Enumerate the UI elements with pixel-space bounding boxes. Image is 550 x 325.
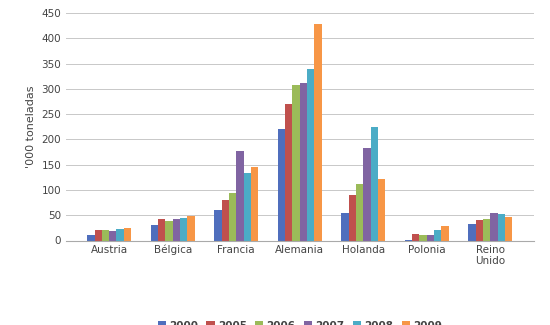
Bar [251, 167, 258, 240]
Bar [285, 104, 293, 240]
Bar [293, 85, 300, 240]
Bar [307, 69, 315, 240]
Bar [315, 24, 322, 240]
Bar [342, 213, 349, 240]
Bar [109, 231, 117, 240]
Bar [151, 225, 158, 240]
Bar [371, 127, 378, 240]
Bar [222, 200, 229, 240]
Bar [87, 235, 95, 240]
Legend: 2000, 2005, 2006, 2007, 2008, 2009: 2000, 2005, 2006, 2007, 2008, 2009 [156, 318, 444, 325]
Bar [124, 228, 131, 240]
Bar [173, 219, 180, 240]
Bar [278, 129, 285, 240]
Bar [378, 179, 385, 240]
Bar [188, 216, 195, 240]
Bar [469, 224, 476, 240]
Bar [476, 220, 483, 240]
Bar [498, 214, 505, 240]
Bar [102, 230, 109, 240]
Bar [412, 234, 420, 240]
Bar [420, 235, 427, 240]
Bar [434, 230, 442, 240]
Bar [117, 229, 124, 240]
Bar [236, 151, 244, 240]
Bar [442, 226, 449, 240]
Bar [505, 217, 512, 240]
Bar [229, 193, 236, 240]
Bar [300, 83, 307, 240]
Bar [214, 210, 222, 240]
Bar [364, 149, 371, 240]
Bar [95, 230, 102, 240]
Y-axis label: '000 toneladas: '000 toneladas [26, 85, 36, 168]
Bar [483, 219, 491, 240]
Bar [349, 195, 356, 240]
Bar [166, 221, 173, 240]
Bar [427, 235, 434, 240]
Bar [491, 213, 498, 240]
Bar [180, 218, 188, 240]
Bar [356, 184, 364, 240]
Bar [244, 173, 251, 240]
Bar [158, 219, 166, 240]
